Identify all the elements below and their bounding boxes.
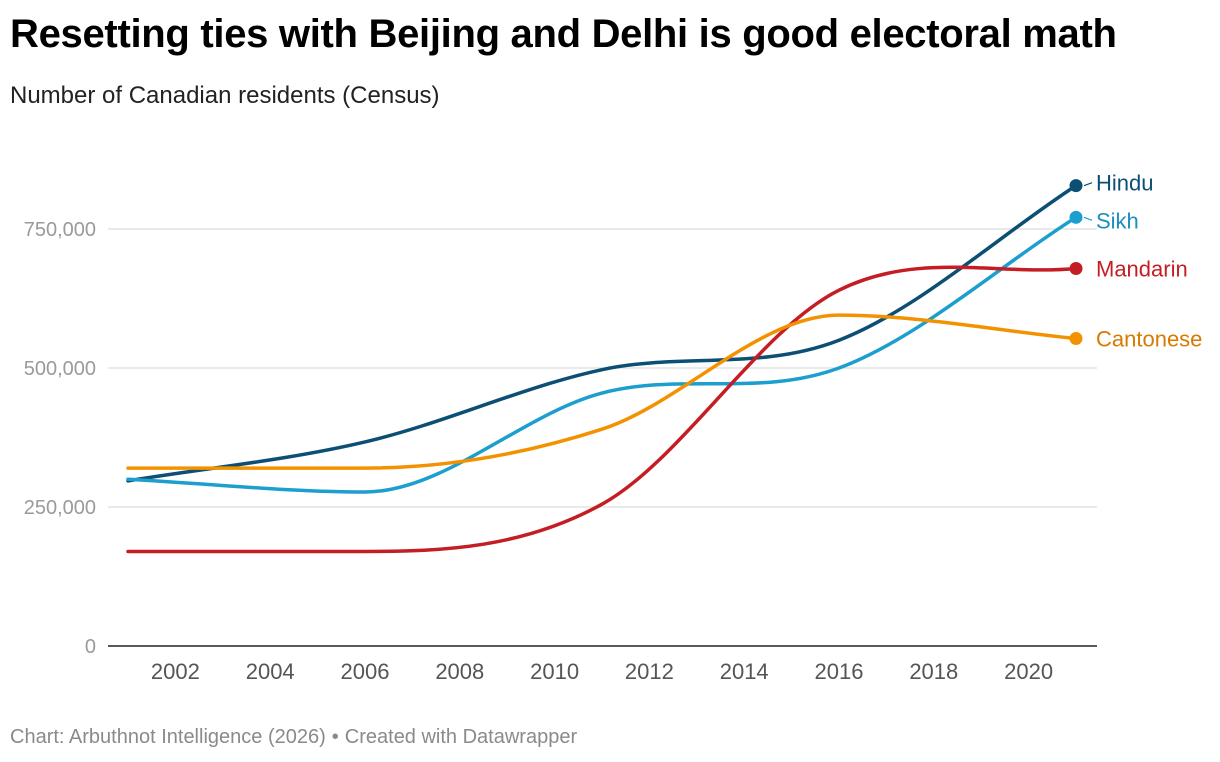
series-endpoint-sikh (1069, 210, 1083, 224)
y-tick-label: 250,000 (24, 497, 96, 519)
chart-title: Resetting ties with Beijing and Delhi is… (10, 12, 1117, 56)
series-line-cantonese (126, 313, 1078, 470)
x-tick-label: 2012 (625, 659, 674, 684)
series-label-hindu: Hindu (1096, 171, 1153, 196)
series-label-connector (1083, 182, 1093, 187)
x-tick-label: 2016 (815, 659, 864, 684)
y-tick-label: 0 (85, 636, 96, 658)
axes: 0 250,000 500,000 750,000 2002 2004 2006 2008 20… (24, 219, 1097, 684)
footer-source: Chart: Arbuthnot Intelligence (2026) (10, 726, 326, 748)
series-label-connector (1083, 216, 1093, 221)
footer-separator: • (331, 726, 339, 748)
series-line-hindu (126, 183, 1078, 483)
x-tick-label: 2020 (1004, 659, 1053, 684)
x-tick-label: 2008 (435, 659, 484, 684)
x-tick-label: 2018 (909, 659, 958, 684)
footer-credit: Created with Datawrapper (344, 726, 578, 748)
series-line-sikh (126, 215, 1078, 494)
x-tick-label: 2014 (720, 659, 769, 684)
chart-footer: Chart: Arbuthnot Intelligence (2026) • Cre… (10, 726, 577, 749)
y-tick-label: 750,000 (24, 219, 96, 241)
series-label-sikh: Sikh (1096, 208, 1139, 233)
series-endpoint-hindu (1069, 179, 1083, 193)
y-tick-label: 500,000 (24, 358, 96, 380)
series-line-mandarin (126, 265, 1078, 554)
x-tick-label: 2004 (246, 659, 295, 684)
series-label-mandarin: Mandarin (1096, 256, 1188, 281)
chart-subtitle: Number of Canadian residents (Census) (10, 82, 440, 109)
x-tick-label: 2002 (151, 659, 200, 684)
series-labels: Hindu Sikh Mandarin Cantonese (1083, 171, 1202, 352)
x-tick-label: 2006 (341, 659, 390, 684)
series-label-cantonese: Cantonese (1096, 327, 1202, 352)
x-tick-label: 2010 (530, 659, 579, 684)
series-lines (126, 179, 1083, 554)
series-endpoint-mandarin (1069, 261, 1083, 275)
series-endpoint-cantonese (1069, 332, 1083, 346)
